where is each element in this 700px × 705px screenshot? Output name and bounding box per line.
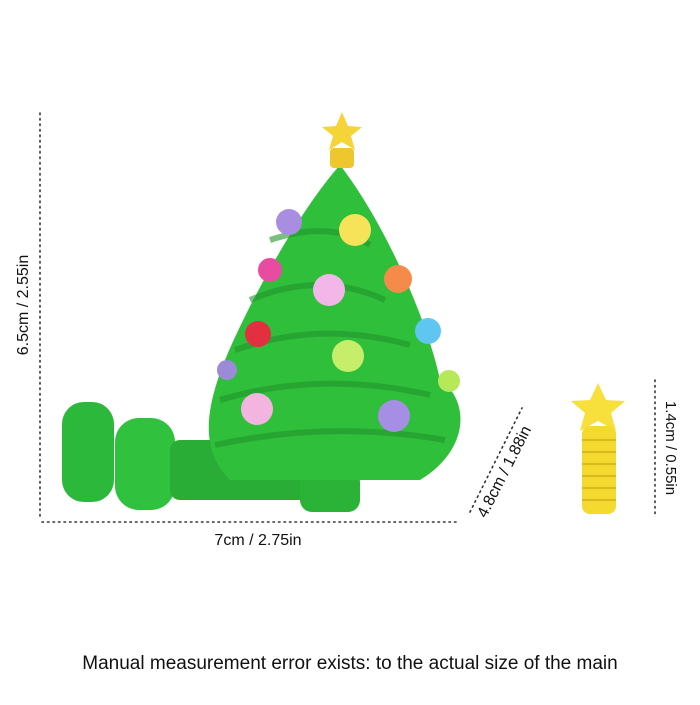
star-piece bbox=[571, 383, 625, 514]
spring-lines bbox=[582, 439, 616, 501]
ornament bbox=[415, 318, 441, 344]
width-label: 7cm / 2.75in bbox=[214, 532, 301, 549]
ornament bbox=[258, 258, 282, 282]
ornament bbox=[217, 360, 237, 380]
ornament bbox=[339, 214, 371, 246]
height-label: 6.5cm / 2.55in bbox=[15, 255, 32, 356]
caption: Manual measurement error exists: to the … bbox=[82, 653, 617, 674]
star-height-label: 1.4cm / 0.55in bbox=[662, 401, 679, 495]
ornament bbox=[241, 393, 273, 425]
ornament bbox=[438, 370, 460, 392]
base bbox=[300, 470, 360, 512]
foot bbox=[62, 402, 114, 502]
ornament bbox=[313, 274, 345, 306]
ornament bbox=[245, 321, 271, 347]
top-star bbox=[322, 112, 362, 150]
top-star-base bbox=[330, 148, 354, 168]
tree-figure bbox=[62, 112, 461, 512]
ornament bbox=[276, 209, 302, 235]
ornament bbox=[384, 265, 412, 293]
ornament bbox=[332, 340, 364, 372]
star-piece-top bbox=[571, 383, 625, 431]
ornament bbox=[378, 400, 410, 432]
star-piece-spring bbox=[582, 426, 616, 514]
foot bbox=[115, 418, 175, 510]
